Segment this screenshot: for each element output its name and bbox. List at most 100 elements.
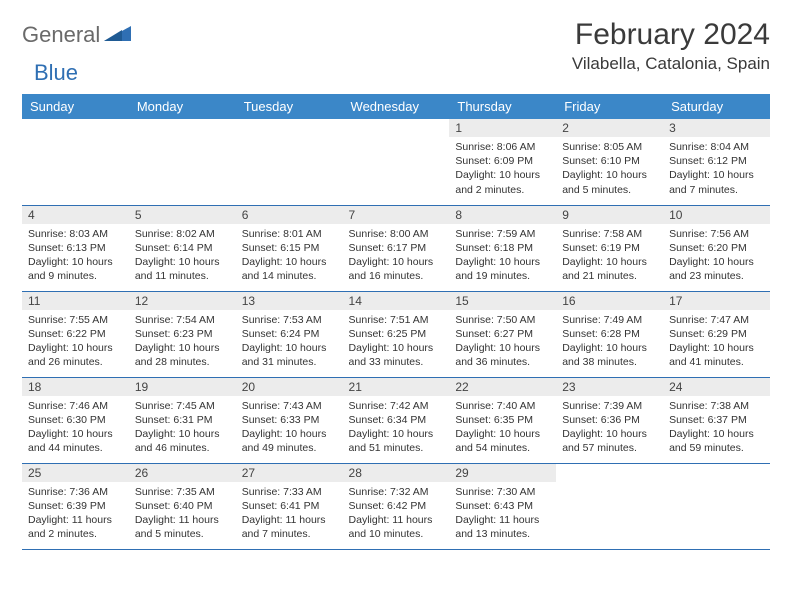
day-number: 26 [129, 464, 236, 482]
day-detail: Sunrise: 7:51 AMSunset: 6:25 PMDaylight:… [343, 310, 450, 374]
day-number: 29 [449, 464, 556, 482]
calendar-day-cell: 12Sunrise: 7:54 AMSunset: 6:23 PMDayligh… [129, 291, 236, 377]
day-detail: Sunrise: 7:42 AMSunset: 6:34 PMDaylight:… [343, 396, 450, 460]
calendar-day-cell: 8Sunrise: 7:59 AMSunset: 6:18 PMDaylight… [449, 205, 556, 291]
day-number: 17 [663, 292, 770, 310]
day-detail: Sunrise: 7:35 AMSunset: 6:40 PMDaylight:… [129, 482, 236, 546]
location-subtitle: Vilabella, Catalonia, Spain [572, 54, 770, 74]
day-number: 10 [663, 206, 770, 224]
weekday-header: Saturday [663, 94, 770, 119]
calendar-week-row: ........1Sunrise: 8:06 AMSunset: 6:09 PM… [22, 119, 770, 205]
day-number: 20 [236, 378, 343, 396]
calendar-day-cell: .. [343, 119, 450, 205]
calendar-day-cell: 11Sunrise: 7:55 AMSunset: 6:22 PMDayligh… [22, 291, 129, 377]
calendar-day-cell: 28Sunrise: 7:32 AMSunset: 6:42 PMDayligh… [343, 463, 450, 549]
day-detail: Sunrise: 8:05 AMSunset: 6:10 PMDaylight:… [556, 137, 663, 201]
day-detail: Sunrise: 7:38 AMSunset: 6:37 PMDaylight:… [663, 396, 770, 460]
weekday-header: Friday [556, 94, 663, 119]
day-detail: Sunrise: 7:30 AMSunset: 6:43 PMDaylight:… [449, 482, 556, 546]
brand-mark-icon [104, 24, 132, 47]
day-detail: Sunrise: 7:47 AMSunset: 6:29 PMDaylight:… [663, 310, 770, 374]
calendar-day-cell: .. [663, 463, 770, 549]
calendar-week-row: 11Sunrise: 7:55 AMSunset: 6:22 PMDayligh… [22, 291, 770, 377]
calendar-day-cell: .. [22, 119, 129, 205]
month-title: February 2024 [572, 18, 770, 52]
calendar-day-cell: 2Sunrise: 8:05 AMSunset: 6:10 PMDaylight… [556, 119, 663, 205]
brand-text-general: General [22, 22, 100, 48]
day-detail: Sunrise: 7:39 AMSunset: 6:36 PMDaylight:… [556, 396, 663, 460]
calendar-table: SundayMondayTuesdayWednesdayThursdayFrid… [22, 94, 770, 550]
calendar-day-cell: .. [556, 463, 663, 549]
day-detail: Sunrise: 8:00 AMSunset: 6:17 PMDaylight:… [343, 224, 450, 288]
calendar-day-cell: 17Sunrise: 7:47 AMSunset: 6:29 PMDayligh… [663, 291, 770, 377]
day-number: 24 [663, 378, 770, 396]
calendar-day-cell: 16Sunrise: 7:49 AMSunset: 6:28 PMDayligh… [556, 291, 663, 377]
day-detail: Sunrise: 7:53 AMSunset: 6:24 PMDaylight:… [236, 310, 343, 374]
day-number: 5 [129, 206, 236, 224]
day-number: 3 [663, 119, 770, 137]
weekday-header: Monday [129, 94, 236, 119]
day-detail: Sunrise: 8:06 AMSunset: 6:09 PMDaylight:… [449, 137, 556, 201]
calendar-day-cell: 20Sunrise: 7:43 AMSunset: 6:33 PMDayligh… [236, 377, 343, 463]
day-number: 18 [22, 378, 129, 396]
day-number: 7 [343, 206, 450, 224]
calendar-day-cell: 1Sunrise: 8:06 AMSunset: 6:09 PMDaylight… [449, 119, 556, 205]
calendar-day-cell: 27Sunrise: 7:33 AMSunset: 6:41 PMDayligh… [236, 463, 343, 549]
day-number: 8 [449, 206, 556, 224]
calendar-week-row: 18Sunrise: 7:46 AMSunset: 6:30 PMDayligh… [22, 377, 770, 463]
calendar-week-row: 4Sunrise: 8:03 AMSunset: 6:13 PMDaylight… [22, 205, 770, 291]
calendar-day-cell: 13Sunrise: 7:53 AMSunset: 6:24 PMDayligh… [236, 291, 343, 377]
calendar-day-cell: 14Sunrise: 7:51 AMSunset: 6:25 PMDayligh… [343, 291, 450, 377]
calendar-day-cell: 15Sunrise: 7:50 AMSunset: 6:27 PMDayligh… [449, 291, 556, 377]
day-number: 19 [129, 378, 236, 396]
day-detail: Sunrise: 7:36 AMSunset: 6:39 PMDaylight:… [22, 482, 129, 546]
day-number: 6 [236, 206, 343, 224]
calendar-day-cell: .. [129, 119, 236, 205]
calendar-day-cell: 3Sunrise: 8:04 AMSunset: 6:12 PMDaylight… [663, 119, 770, 205]
day-detail: Sunrise: 8:04 AMSunset: 6:12 PMDaylight:… [663, 137, 770, 201]
calendar-day-cell: 19Sunrise: 7:45 AMSunset: 6:31 PMDayligh… [129, 377, 236, 463]
weekday-header: Sunday [22, 94, 129, 119]
day-detail: Sunrise: 7:43 AMSunset: 6:33 PMDaylight:… [236, 396, 343, 460]
day-number: 25 [22, 464, 129, 482]
calendar-day-cell: 6Sunrise: 8:01 AMSunset: 6:15 PMDaylight… [236, 205, 343, 291]
calendar-header-row: SundayMondayTuesdayWednesdayThursdayFrid… [22, 94, 770, 119]
calendar-day-cell: 23Sunrise: 7:39 AMSunset: 6:36 PMDayligh… [556, 377, 663, 463]
day-detail: Sunrise: 8:01 AMSunset: 6:15 PMDaylight:… [236, 224, 343, 288]
day-number: 16 [556, 292, 663, 310]
day-detail: Sunrise: 7:46 AMSunset: 6:30 PMDaylight:… [22, 396, 129, 460]
weekday-header: Thursday [449, 94, 556, 119]
day-detail: Sunrise: 8:02 AMSunset: 6:14 PMDaylight:… [129, 224, 236, 288]
day-number: 14 [343, 292, 450, 310]
title-block: February 2024 Vilabella, Catalonia, Spai… [572, 18, 770, 74]
day-number: 11 [22, 292, 129, 310]
weekday-header: Wednesday [343, 94, 450, 119]
day-number: 15 [449, 292, 556, 310]
day-number: 2 [556, 119, 663, 137]
day-number: 13 [236, 292, 343, 310]
calendar-day-cell: 18Sunrise: 7:46 AMSunset: 6:30 PMDayligh… [22, 377, 129, 463]
day-detail: Sunrise: 7:58 AMSunset: 6:19 PMDaylight:… [556, 224, 663, 288]
day-number: 1 [449, 119, 556, 137]
calendar-day-cell: .. [236, 119, 343, 205]
calendar-week-row: 25Sunrise: 7:36 AMSunset: 6:39 PMDayligh… [22, 463, 770, 549]
day-detail: Sunrise: 7:33 AMSunset: 6:41 PMDaylight:… [236, 482, 343, 546]
day-detail: Sunrise: 7:49 AMSunset: 6:28 PMDaylight:… [556, 310, 663, 374]
day-number: 12 [129, 292, 236, 310]
day-detail: Sunrise: 8:03 AMSunset: 6:13 PMDaylight:… [22, 224, 129, 288]
calendar-day-cell: 10Sunrise: 7:56 AMSunset: 6:20 PMDayligh… [663, 205, 770, 291]
calendar-day-cell: 24Sunrise: 7:38 AMSunset: 6:37 PMDayligh… [663, 377, 770, 463]
day-detail: Sunrise: 7:56 AMSunset: 6:20 PMDaylight:… [663, 224, 770, 288]
brand-logo: General [22, 22, 134, 48]
calendar-day-cell: 7Sunrise: 8:00 AMSunset: 6:17 PMDaylight… [343, 205, 450, 291]
calendar-day-cell: 25Sunrise: 7:36 AMSunset: 6:39 PMDayligh… [22, 463, 129, 549]
calendar-day-cell: 5Sunrise: 8:02 AMSunset: 6:14 PMDaylight… [129, 205, 236, 291]
day-detail: Sunrise: 7:40 AMSunset: 6:35 PMDaylight:… [449, 396, 556, 460]
day-number: 4 [22, 206, 129, 224]
calendar-day-cell: 9Sunrise: 7:58 AMSunset: 6:19 PMDaylight… [556, 205, 663, 291]
day-detail: Sunrise: 7:45 AMSunset: 6:31 PMDaylight:… [129, 396, 236, 460]
calendar-day-cell: 22Sunrise: 7:40 AMSunset: 6:35 PMDayligh… [449, 377, 556, 463]
day-number: 23 [556, 378, 663, 396]
calendar-body: ........1Sunrise: 8:06 AMSunset: 6:09 PM… [22, 119, 770, 549]
day-detail: Sunrise: 7:59 AMSunset: 6:18 PMDaylight:… [449, 224, 556, 288]
